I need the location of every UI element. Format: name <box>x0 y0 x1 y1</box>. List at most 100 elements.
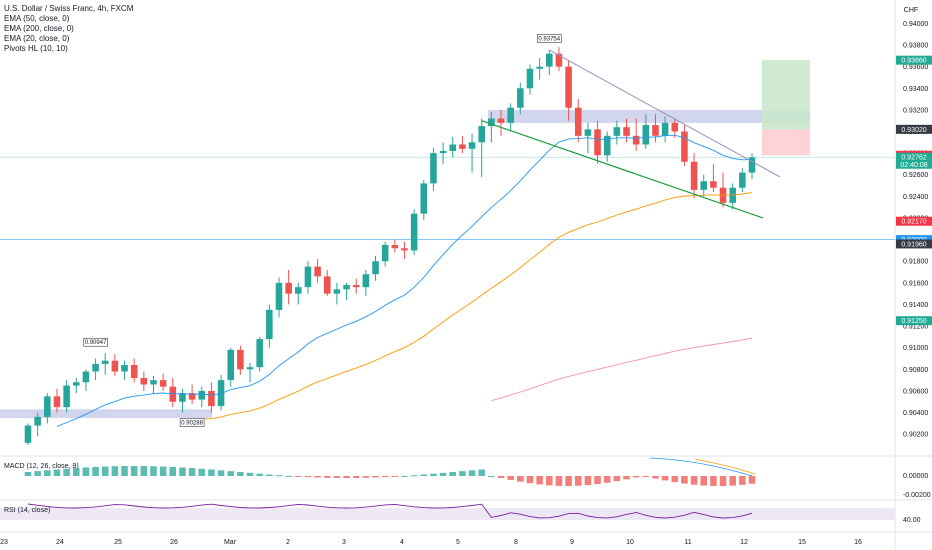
time-tick: 5 <box>456 539 460 546</box>
candle-body <box>150 380 157 385</box>
macd-histogram-bar <box>671 476 679 483</box>
candle-body <box>642 125 650 145</box>
candle-body <box>179 393 186 402</box>
support-zone <box>0 409 212 418</box>
price-tick: 0.91600 <box>903 280 928 287</box>
macd-histogram-bar <box>748 476 756 484</box>
ema200-line <box>491 337 753 402</box>
macd-histogram-bar <box>468 470 476 476</box>
pivot-label-box <box>537 34 562 43</box>
candle-body <box>652 125 659 136</box>
macd-histogram-bar <box>92 466 99 476</box>
candle-body <box>198 390 206 400</box>
candle-body <box>362 274 370 288</box>
candle-body <box>623 127 630 136</box>
macd-histogram-bar <box>101 466 109 476</box>
macd-histogram-bar <box>710 476 717 486</box>
macd-histogram-bar <box>314 476 321 478</box>
candle-body <box>468 142 476 149</box>
candle-body <box>304 266 312 288</box>
candle-body <box>690 161 698 190</box>
macd-histogram-bar <box>536 476 543 485</box>
macd-histogram-bar <box>295 476 302 477</box>
pivot-label-box <box>179 418 205 427</box>
resistance-zone <box>488 109 810 123</box>
candle-body <box>420 183 428 214</box>
time-tick: 25 <box>114 539 122 546</box>
candle-body <box>574 107 582 136</box>
candle-body <box>295 287 302 294</box>
price-tick: 0.91200 <box>903 324 928 331</box>
candle-body <box>507 107 514 123</box>
macd-histogram-bar <box>449 471 457 476</box>
macd-histogram-bar <box>285 475 292 477</box>
candle-body <box>72 382 80 386</box>
macd-histogram-bar <box>488 476 495 477</box>
macd-histogram-bar <box>362 476 370 478</box>
price-tag-value: 0.92170 <box>901 219 926 226</box>
macd-histogram-bar <box>700 476 708 486</box>
price-tag-value: 0.92762 <box>901 155 926 162</box>
candle-body <box>603 135 611 156</box>
macd-label: MACD (12, 26, close, 9) <box>4 463 79 470</box>
rsi-band <box>0 508 895 520</box>
macd-histogram-bar <box>439 472 447 476</box>
candle-body <box>275 282 283 310</box>
candle-body <box>710 181 717 188</box>
macd-histogram-bar <box>729 476 736 486</box>
pivot-label-box <box>83 337 108 347</box>
candle-body <box>53 396 61 408</box>
time-tick: 24 <box>56 539 64 546</box>
macd-histogram-bar <box>53 469 61 476</box>
macd-histogram-bar <box>594 476 601 485</box>
pivot-label: 0.93754 <box>538 36 560 42</box>
time-tick: 16 <box>854 539 862 546</box>
macd-histogram-bar <box>333 476 341 478</box>
candle-body <box>459 144 466 149</box>
price-tag-countdown: 02:40:08 <box>900 162 927 169</box>
macd-histogram-bar <box>121 466 128 476</box>
candle-body <box>285 282 292 294</box>
price-tick: 0.94000 <box>903 21 928 28</box>
price-tick: 0.91800 <box>903 259 928 266</box>
ema50-line <box>201 192 753 420</box>
price-tag <box>896 124 932 134</box>
macd-histogram-bar <box>169 466 177 476</box>
candle-body <box>314 266 321 277</box>
candle-body <box>613 127 621 136</box>
macd-histogram-bar <box>681 476 688 484</box>
candle-body <box>594 129 601 156</box>
macd-histogram-bar <box>497 476 505 478</box>
candle-body <box>410 213 418 251</box>
macd-histogram-bar <box>304 476 312 478</box>
candle-body <box>497 118 505 123</box>
upper-trendline <box>549 49 781 178</box>
candle-body <box>352 285 360 288</box>
macd-histogram-bar <box>343 476 350 478</box>
candle-body <box>555 53 563 67</box>
macd-histogram-bar <box>420 474 428 476</box>
price-tick: 0.92600 <box>903 172 928 179</box>
candle-body <box>430 153 437 184</box>
candle-body <box>517 88 524 108</box>
macd-line <box>649 457 753 477</box>
price-tick: 0.91400 <box>903 302 928 309</box>
macd-histogram-bar <box>517 476 524 482</box>
legend-ema50: EMA (50, close, 0) <box>4 14 70 23</box>
rsi-tick: 40.00 <box>903 517 921 524</box>
ema20-line <box>56 134 753 427</box>
candle-body <box>130 365 138 378</box>
time-tick: 9 <box>570 539 574 546</box>
macd-histogram-bar <box>44 470 51 476</box>
macd-histogram-bar <box>739 476 746 485</box>
candle-body <box>159 380 167 387</box>
price-tag <box>896 239 932 249</box>
time-tick: 15 <box>798 539 806 546</box>
candle-body <box>24 425 32 443</box>
candle-body <box>661 122 669 136</box>
macd-histogram-bar <box>574 476 582 486</box>
candle-body <box>323 276 331 294</box>
macd-histogram-bar <box>352 476 360 478</box>
macd-histogram-bar <box>140 466 148 476</box>
